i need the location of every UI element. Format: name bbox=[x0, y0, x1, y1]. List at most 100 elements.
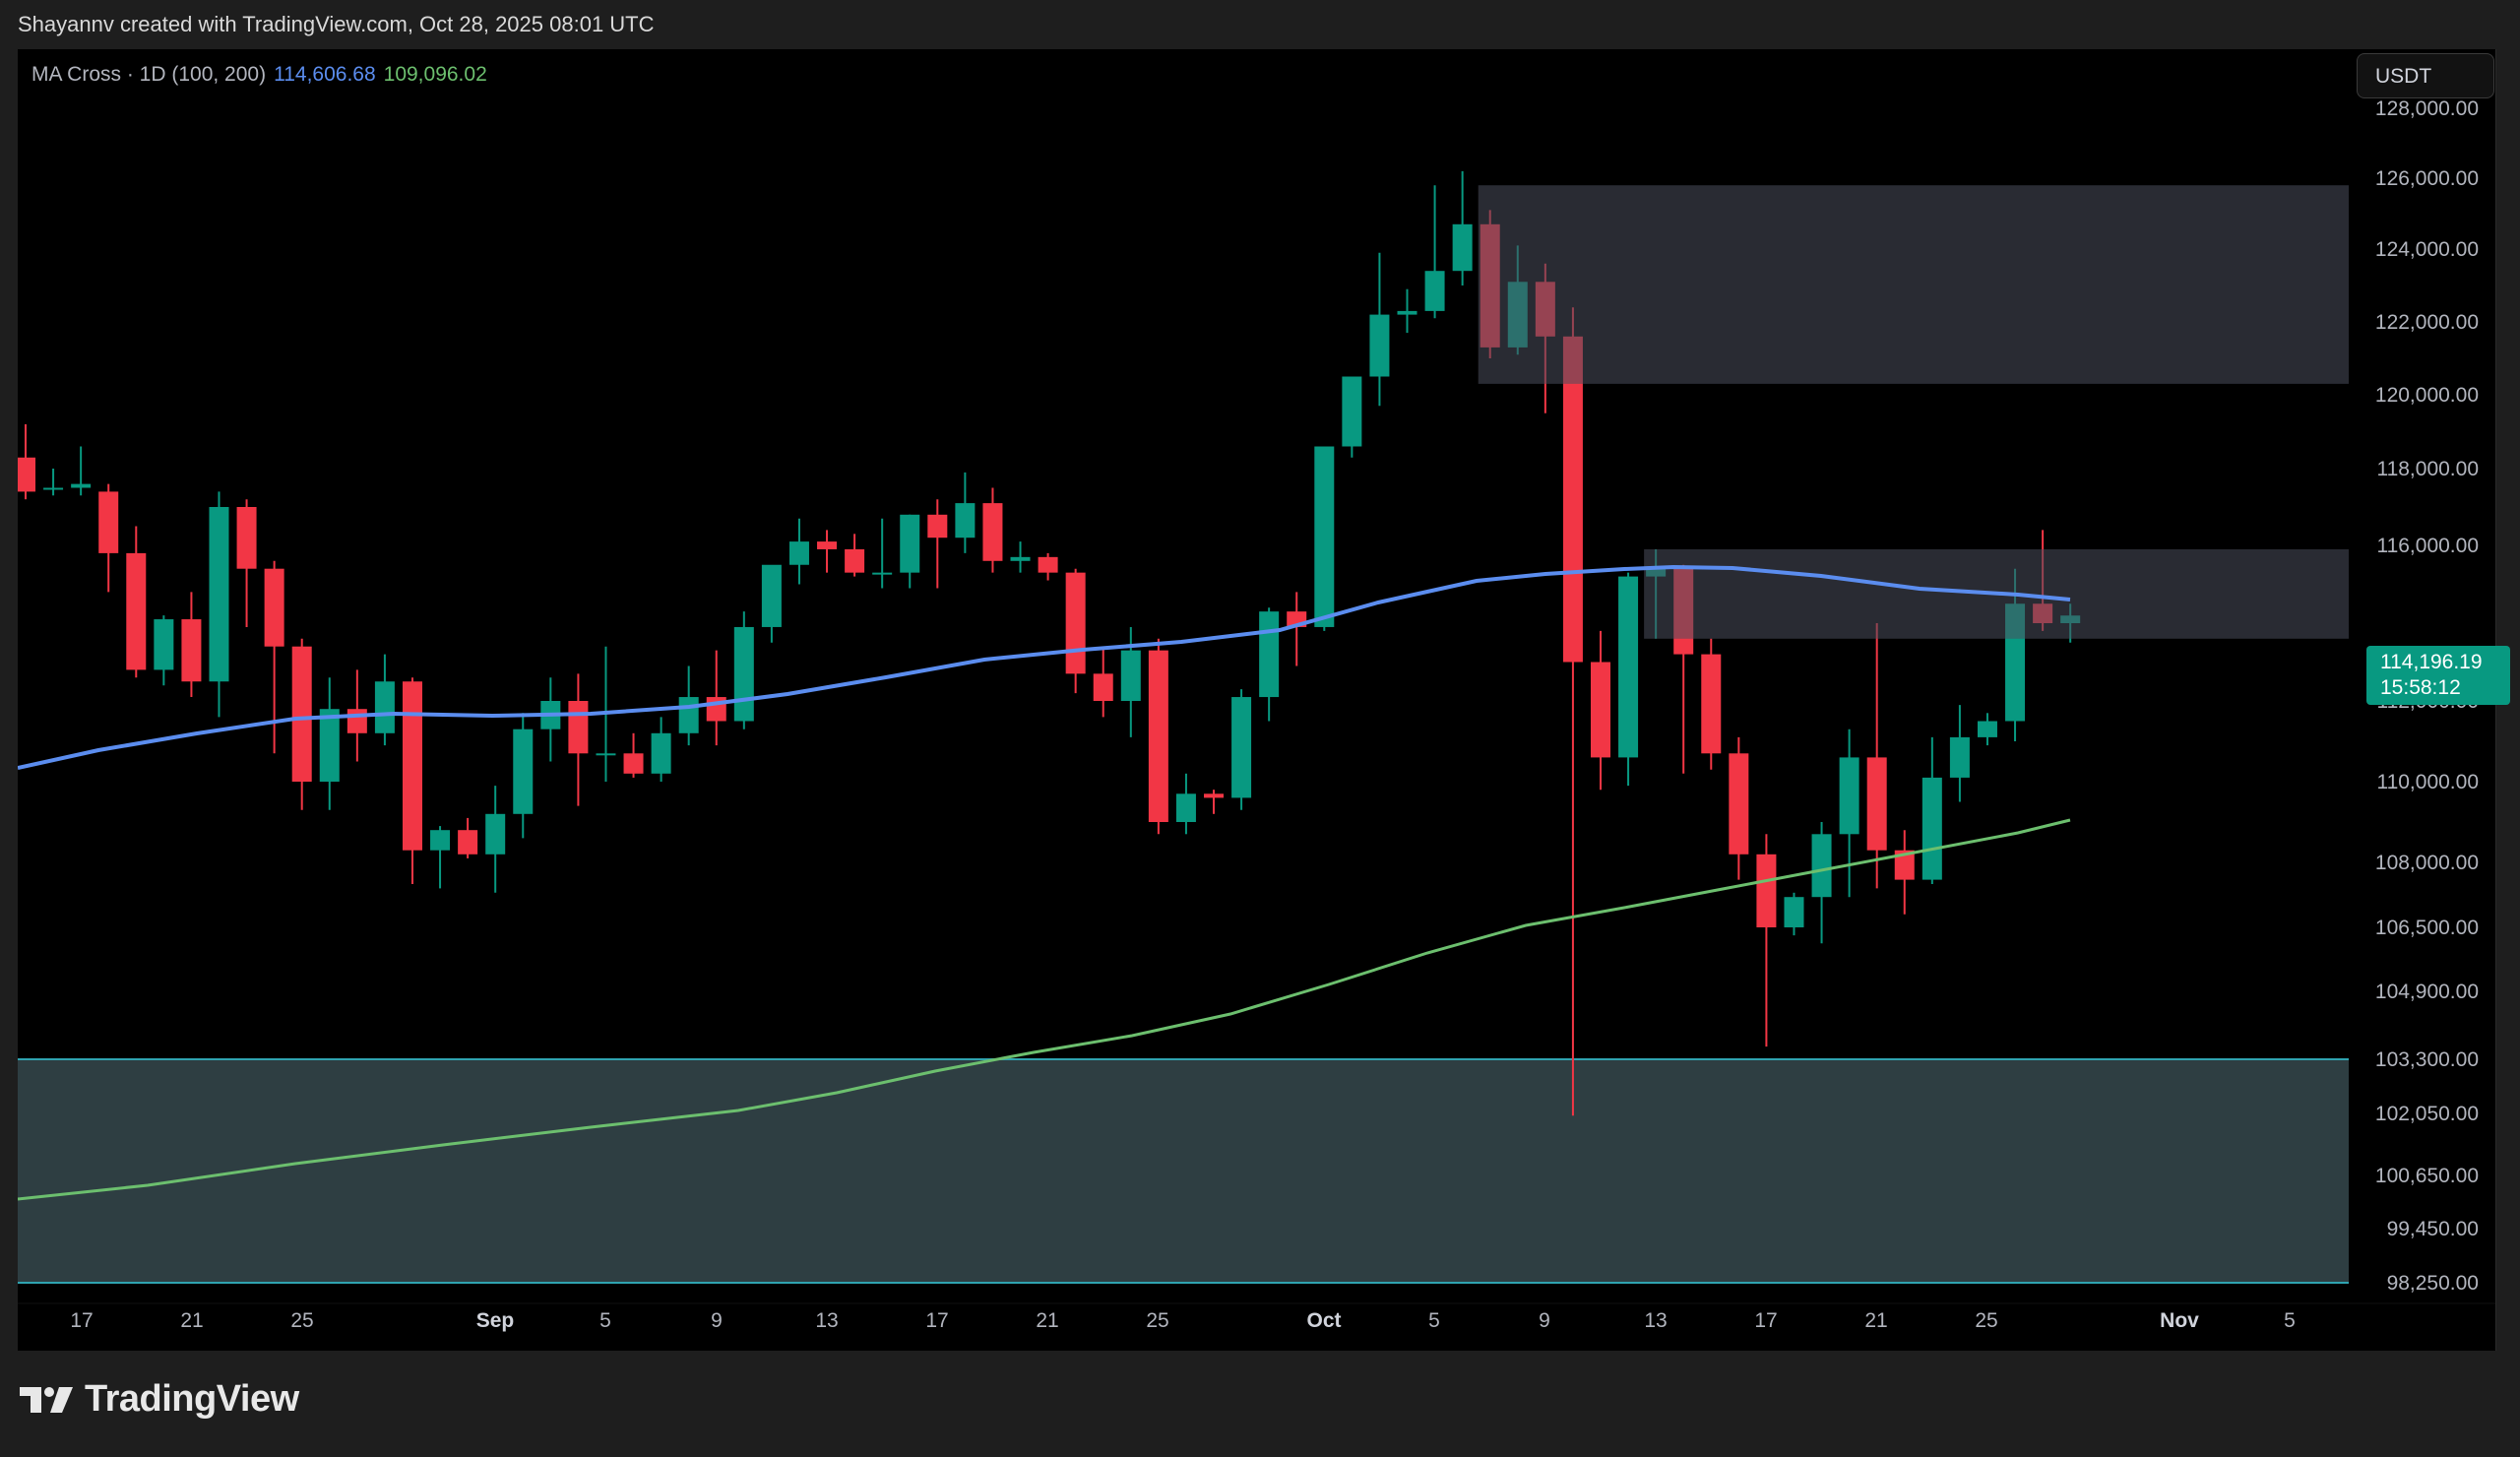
candle[interactable] bbox=[126, 526, 147, 678]
candle[interactable] bbox=[291, 638, 312, 810]
candle[interactable] bbox=[1204, 790, 1225, 814]
time-axis[interactable]: 17 21 25 Sep 5 9 13 17 21 25 Oct 5 9 13 17 21 25 Nov 5 bbox=[18, 1302, 2495, 1332]
candle[interactable] bbox=[982, 487, 1003, 573]
candle[interactable] bbox=[1010, 541, 1031, 573]
candle[interactable] bbox=[1894, 830, 1915, 915]
attribution-text: Shayannv created with TradingView.com, O… bbox=[18, 12, 655, 36]
price-axis-label: 106,500.00 bbox=[2375, 917, 2479, 939]
time-axis-label: Oct bbox=[1306, 1309, 1341, 1332]
candle[interactable] bbox=[374, 654, 395, 746]
candle[interactable] bbox=[43, 469, 64, 496]
candle[interactable] bbox=[71, 446, 92, 496]
indicator-name: MA Cross · 1D (100, 200) bbox=[32, 63, 267, 86]
candle[interactable] bbox=[623, 732, 644, 778]
time-axis-label: 13 bbox=[815, 1309, 838, 1332]
candle[interactable] bbox=[1259, 607, 1280, 722]
candle[interactable] bbox=[900, 514, 920, 589]
candle[interactable] bbox=[1729, 736, 1749, 880]
currency-button[interactable]: USDT bbox=[2357, 53, 2494, 98]
candle[interactable] bbox=[1452, 170, 1473, 285]
price-axis-label: 108,000.00 bbox=[2375, 852, 2479, 874]
time-axis-label: 17 bbox=[1754, 1309, 1777, 1332]
candle[interactable] bbox=[1231, 689, 1252, 810]
candle[interactable] bbox=[513, 713, 534, 839]
candle[interactable] bbox=[1701, 638, 1722, 770]
ma100-line[interactable] bbox=[18, 564, 2071, 770]
candle[interactable] bbox=[236, 499, 257, 627]
candle[interactable] bbox=[817, 530, 838, 573]
ma100-value: 114,606.68 bbox=[274, 63, 376, 86]
candlestick-chart[interactable]: 128,000.00 126,000.00 124,000.00 122,000.00… bbox=[18, 49, 2495, 1351]
candle[interactable] bbox=[458, 817, 478, 858]
candle[interactable] bbox=[1397, 288, 1418, 334]
candle[interactable] bbox=[154, 615, 174, 686]
candle[interactable] bbox=[1175, 773, 1196, 835]
time-axis-label: 25 bbox=[1146, 1309, 1168, 1332]
time-axis-label: 17 bbox=[70, 1309, 93, 1332]
candle[interactable] bbox=[485, 786, 506, 893]
bar-countdown: 15:58:12 bbox=[2380, 676, 2461, 699]
candle[interactable] bbox=[568, 673, 589, 806]
price-axis-label: 99,450.00 bbox=[2387, 1218, 2479, 1240]
candle[interactable] bbox=[1977, 713, 1997, 746]
candle[interactable] bbox=[1065, 568, 1086, 694]
candle[interactable] bbox=[319, 677, 340, 810]
candle[interactable] bbox=[788, 518, 809, 585]
candle[interactable] bbox=[955, 472, 976, 553]
price-axis-label: 100,650.00 bbox=[2375, 1165, 2479, 1187]
ma200-value: 109,096.02 bbox=[383, 63, 487, 86]
tradingview-logo[interactable]: TradingView bbox=[20, 1378, 299, 1421]
support-zone[interactable] bbox=[18, 1059, 2349, 1283]
candle[interactable] bbox=[872, 518, 893, 589]
candle[interactable] bbox=[1314, 446, 1335, 631]
price-axis-label: 120,000.00 bbox=[2375, 384, 2479, 407]
chart-panel[interactable]: 128,000.00 126,000.00 124,000.00 122,000.00… bbox=[18, 49, 2510, 1351]
price-axis-label: 102,050.00 bbox=[2375, 1103, 2479, 1125]
price-axis-label: 126,000.00 bbox=[2375, 167, 2479, 190]
supply-zone-upper[interactable] bbox=[1478, 185, 2349, 384]
indicator-legend[interactable]: MA Cross · 1D (100, 200) 114,606.68 109,09… bbox=[32, 63, 487, 87]
candle[interactable] bbox=[1562, 307, 1583, 1116]
candle[interactable] bbox=[181, 592, 202, 698]
time-axis-label: 9 bbox=[1539, 1309, 1550, 1332]
tradingview-logo-icon bbox=[20, 1386, 73, 1413]
price-axis-label: 104,900.00 bbox=[2375, 981, 2479, 1003]
candle[interactable] bbox=[18, 424, 35, 500]
candle[interactable] bbox=[733, 611, 754, 729]
time-axis-label: 21 bbox=[180, 1309, 203, 1332]
price-axis-label: 98,250.00 bbox=[2387, 1272, 2479, 1295]
candle[interactable] bbox=[1342, 376, 1362, 458]
candle[interactable] bbox=[1866, 623, 1887, 889]
candle[interactable] bbox=[1811, 822, 1832, 944]
candle[interactable] bbox=[1424, 185, 1445, 319]
candle[interactable] bbox=[540, 677, 561, 762]
candle[interactable] bbox=[706, 650, 726, 746]
time-axis-label: Nov bbox=[2160, 1309, 2199, 1332]
price-axis-label: 118,000.00 bbox=[2376, 458, 2479, 480]
candle[interactable] bbox=[1922, 736, 1942, 884]
last-price-tag: 114,196.19 15:58:12 bbox=[2366, 646, 2510, 705]
candle[interactable] bbox=[845, 534, 865, 577]
candle[interactable] bbox=[651, 717, 671, 782]
time-axis-label: 17 bbox=[925, 1309, 948, 1332]
candle[interactable] bbox=[1784, 892, 1804, 936]
ma200-line[interactable] bbox=[18, 818, 2071, 1201]
candle[interactable] bbox=[1148, 638, 1168, 835]
candle[interactable] bbox=[1369, 252, 1390, 407]
candle[interactable] bbox=[430, 826, 451, 889]
candle[interactable] bbox=[1949, 705, 1970, 802]
candle[interactable] bbox=[209, 491, 229, 718]
candle[interactable] bbox=[1839, 728, 1859, 898]
price-axis-label: 124,000.00 bbox=[2375, 238, 2479, 261]
logo-text: TradingView bbox=[85, 1378, 299, 1420]
candle[interactable] bbox=[1590, 630, 1610, 791]
candle[interactable] bbox=[1038, 552, 1058, 581]
candle[interactable] bbox=[1618, 572, 1639, 787]
candle[interactable] bbox=[927, 499, 948, 589]
candle[interactable] bbox=[98, 483, 119, 593]
price-axis[interactable]: 128,000.00 126,000.00 124,000.00 122,000.00… bbox=[2375, 97, 2479, 1295]
candle[interactable] bbox=[1093, 646, 1113, 718]
candle[interactable] bbox=[1756, 834, 1777, 1047]
candle[interactable] bbox=[402, 677, 422, 884]
candle[interactable] bbox=[761, 564, 782, 643]
